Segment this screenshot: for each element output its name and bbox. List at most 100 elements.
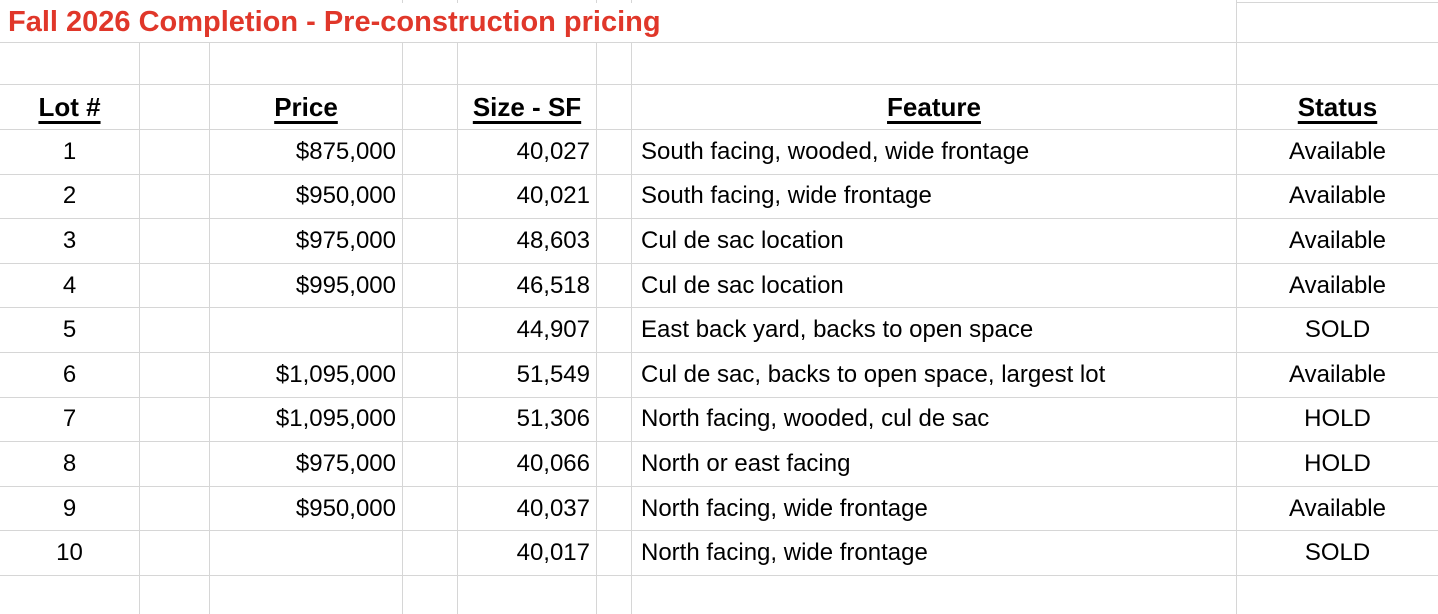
cell-size[interactable]: 40,027 <box>458 130 597 174</box>
cell-status[interactable]: Available <box>1289 494 1386 522</box>
spacer-cell[interactable] <box>403 486 458 531</box>
spacer-cell[interactable] <box>403 308 458 352</box>
spacer-cell[interactable] <box>140 397 210 442</box>
spacer-cell[interactable] <box>140 174 210 219</box>
spacer-cell[interactable] <box>140 486 210 531</box>
header-cell-feature[interactable]: Feature <box>632 85 1237 129</box>
cell-feature[interactable]: South facing, wide frontage <box>632 174 1237 219</box>
spacer-cell[interactable] <box>1237 576 1438 614</box>
spacer-cell[interactable] <box>403 43 458 84</box>
spacer-cell[interactable] <box>597 85 632 129</box>
cell-size[interactable]: 40,066 <box>458 442 597 486</box>
cell-feature[interactable]: North facing, wide frontage <box>632 531 1237 575</box>
spacer-cell[interactable] <box>403 442 458 486</box>
spacer-cell[interactable] <box>0 43 140 84</box>
spacer-cell[interactable] <box>210 575 403 614</box>
spacer-cell[interactable] <box>0 575 140 614</box>
spacer-cell[interactable] <box>597 352 632 397</box>
cell-status[interactable]: HOLD <box>1304 449 1371 477</box>
spacer-cell[interactable] <box>403 219 458 263</box>
cell-status[interactable]: Available <box>1289 360 1386 388</box>
cell-lot[interactable]: 10 <box>0 531 140 575</box>
spacer-cell[interactable] <box>458 43 597 84</box>
cell-status[interactable]: Available <box>1289 182 1386 210</box>
cell-size[interactable]: 44,907 <box>458 308 597 352</box>
cell-size[interactable]: 46,518 <box>458 263 597 308</box>
cell-lot[interactable]: 9 <box>0 486 140 531</box>
cell-status[interactable]: SOLD <box>1304 539 1371 567</box>
cell-size[interactable]: 40,021 <box>458 174 597 219</box>
cell-price[interactable]: $995,000 <box>210 263 403 308</box>
spacer-cell[interactable] <box>597 531 632 575</box>
cell-feature[interactable]: Cul de sac, backs to open space, largest… <box>632 352 1237 397</box>
spacer-cell[interactable] <box>403 130 458 174</box>
cell-lot[interactable]: 7 <box>0 397 140 442</box>
cell-size[interactable]: 51,306 <box>458 397 597 442</box>
cell-size[interactable]: 51,549 <box>458 352 597 397</box>
cell-status[interactable]: Available <box>1289 226 1386 254</box>
cell-status[interactable]: SOLD <box>1304 316 1371 344</box>
header-cell-status[interactable]: Status <box>1297 91 1378 122</box>
spacer-cell[interactable] <box>140 43 210 84</box>
spacer-cell[interactable] <box>403 575 458 614</box>
cell-price[interactable]: $1,095,000 <box>210 352 403 397</box>
spacer-cell[interactable] <box>140 352 210 397</box>
spacer-cell[interactable] <box>140 531 210 575</box>
spacer-cell[interactable] <box>140 308 210 352</box>
spacer-cell[interactable] <box>403 263 458 308</box>
cell-lot[interactable]: 8 <box>0 442 140 486</box>
spacer-cell[interactable] <box>632 575 1237 614</box>
spacer-cell[interactable] <box>1237 43 1438 84</box>
spacer-cell[interactable] <box>458 575 597 614</box>
cell-lot[interactable]: 1 <box>0 130 140 174</box>
cell-feature[interactable]: South facing, wooded, wide frontage <box>632 130 1237 174</box>
cell-lot[interactable]: 2 <box>0 174 140 219</box>
cell-lot[interactable]: 4 <box>0 263 140 308</box>
header-cell-lot[interactable]: Lot # <box>0 85 140 129</box>
spacer-cell[interactable] <box>140 575 210 614</box>
spacer-cell[interactable] <box>403 352 458 397</box>
cell-price[interactable]: $950,000 <box>210 486 403 531</box>
cell-status[interactable]: Available <box>1289 271 1386 299</box>
spacer-cell[interactable] <box>403 531 458 575</box>
spacer-cell[interactable] <box>597 43 632 84</box>
spacer-cell[interactable] <box>403 174 458 219</box>
spacer-cell[interactable] <box>403 85 458 129</box>
cell-size[interactable]: 40,037 <box>458 486 597 531</box>
spacer-cell[interactable] <box>632 43 1237 84</box>
cell-price[interactable]: $875,000 <box>210 130 403 174</box>
cell-price[interactable]: $975,000 <box>210 219 403 263</box>
spacer-cell[interactable] <box>597 174 632 219</box>
cell-price[interactable] <box>210 531 403 575</box>
cell-price[interactable]: $975,000 <box>210 442 403 486</box>
spacer-cell[interactable] <box>597 486 632 531</box>
spacer-cell[interactable] <box>597 219 632 263</box>
cell-feature[interactable]: North or east facing <box>632 442 1237 486</box>
cell-feature[interactable]: North facing, wooded, cul de sac <box>632 397 1237 442</box>
spacer-cell[interactable] <box>140 219 210 263</box>
header-cell-size[interactable]: Size - SF <box>458 85 597 129</box>
spacer-cell[interactable] <box>1237 3 1438 42</box>
header-cell-price[interactable]: Price <box>210 85 403 129</box>
cell-lot[interactable]: 6 <box>0 352 140 397</box>
cell-feature[interactable]: North facing, wide frontage <box>632 486 1237 531</box>
page-title[interactable]: Fall 2026 Completion - Pre-construction … <box>0 3 1237 42</box>
cell-lot[interactable]: 5 <box>0 308 140 352</box>
cell-size[interactable]: 48,603 <box>458 219 597 263</box>
spacer-cell[interactable] <box>597 308 632 352</box>
cell-feature[interactable]: Cul de sac location <box>632 263 1237 308</box>
cell-status[interactable]: HOLD <box>1304 405 1371 433</box>
cell-feature[interactable]: East back yard, backs to open space <box>632 308 1237 352</box>
cell-price[interactable]: $1,095,000 <box>210 397 403 442</box>
spacer-cell[interactable] <box>140 130 210 174</box>
spacer-cell[interactable] <box>403 397 458 442</box>
spacer-cell[interactable] <box>597 575 632 614</box>
spacer-cell[interactable] <box>210 43 403 84</box>
cell-feature[interactable]: Cul de sac location <box>632 219 1237 263</box>
spacer-cell[interactable] <box>140 442 210 486</box>
spacer-cell[interactable] <box>597 263 632 308</box>
cell-price[interactable] <box>210 308 403 352</box>
cell-size[interactable]: 40,017 <box>458 531 597 575</box>
spacer-cell[interactable] <box>597 442 632 486</box>
spacer-cell[interactable] <box>597 130 632 174</box>
